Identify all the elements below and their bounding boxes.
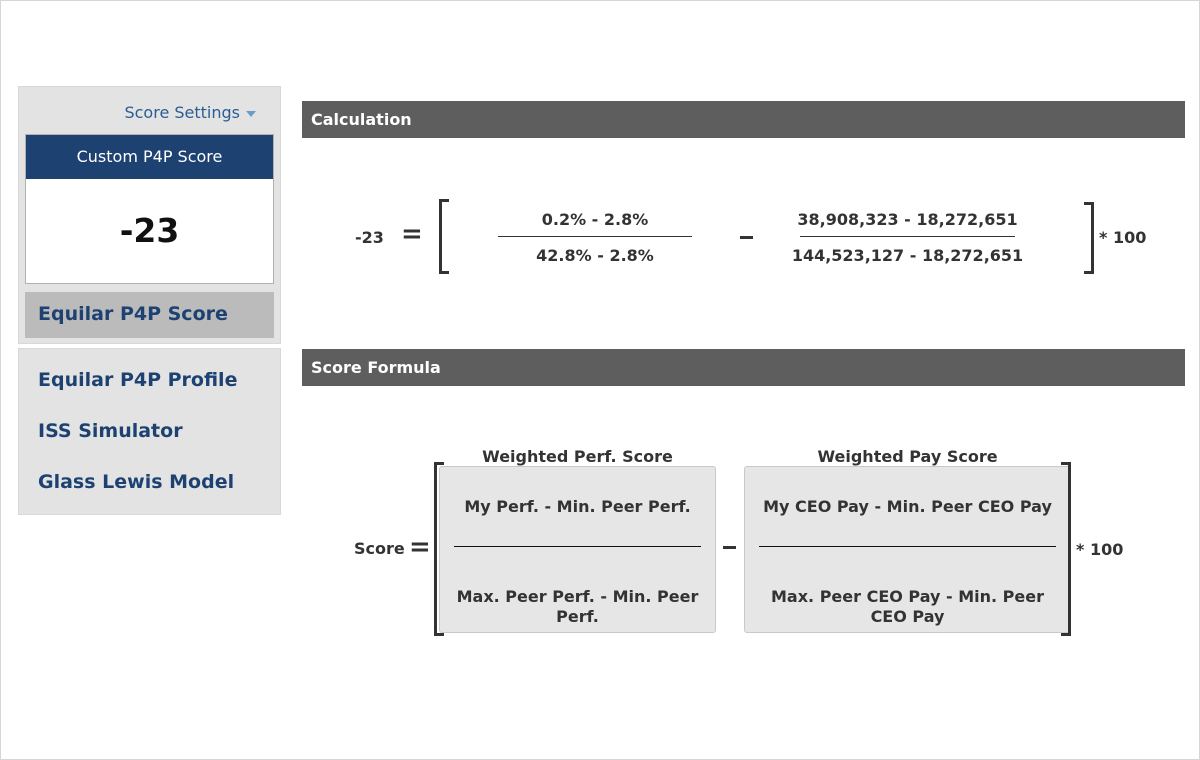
sidebar-score-panel: Score Settings Custom P4P Score -23 Equi… — [18, 86, 281, 344]
perf-denominator: Max. Peer Perf. - Min. Peer Perf. — [456, 587, 699, 626]
calc-perf-denominator: 42.8% - 2.8% — [536, 246, 654, 265]
weighted-pay-title: Weighted Pay Score — [817, 447, 998, 466]
calc-result: -23 — [355, 228, 384, 247]
formula-equals-sign: = — [409, 532, 431, 562]
right-bracket — [1084, 202, 1094, 274]
perf-numerator: My Perf. - Min. Peer Perf. — [464, 497, 691, 516]
score-settings-label[interactable]: Score Settings — [124, 103, 240, 122]
pay-denominator: Max. Peer CEO Pay - Min. Peer CEO Pay — [771, 587, 1044, 626]
formula-right-bracket — [1061, 462, 1071, 636]
chevron-down-icon[interactable] — [246, 110, 256, 117]
score-formula-header: Score Formula — [302, 349, 1185, 386]
nav-equilar-p4p-profile[interactable]: Equilar P4P Profile — [38, 369, 238, 391]
equilar-p4p-score-button[interactable]: Equilar P4P Score — [25, 292, 274, 338]
calc-perf-fraction-line — [498, 236, 692, 237]
formula-left-bracket — [434, 462, 444, 636]
custom-score-card: Custom P4P Score -23 — [25, 134, 274, 284]
nav-glass-lewis-model[interactable]: Glass Lewis Model — [38, 471, 235, 493]
pay-fraction-line — [759, 546, 1056, 547]
calc-multiplier: * 100 — [1099, 228, 1147, 247]
calc-minus-sign — [740, 236, 753, 239]
custom-score-title: Custom P4P Score — [26, 135, 273, 179]
calc-equals-sign: = — [401, 219, 423, 249]
calculation-header: Calculation — [302, 101, 1185, 138]
perf-fraction-line — [454, 546, 701, 547]
nav-iss-simulator[interactable]: ISS Simulator — [38, 420, 183, 442]
calc-perf-numerator: 0.2% - 2.8% — [541, 210, 649, 229]
weighted-pay-box: My CEO Pay - Min. Peer CEO Pay Max. Peer… — [744, 466, 1071, 633]
calc-pay-denominator: 144,523,127 - 18,272,651 — [791, 246, 1024, 265]
calc-pay-fraction-line — [800, 236, 1015, 237]
sidebar-nav: Equilar P4P Profile ISS Simulator Glass … — [18, 348, 281, 515]
left-bracket — [439, 199, 449, 274]
formula-score-label: Score — [354, 539, 405, 558]
calc-pay-numerator: 38,908,323 - 18,272,651 — [797, 210, 1018, 229]
calculation-equation: -23 = 0.2% - 2.8% 42.8% - 2.8% 38,908,32… — [302, 191, 1185, 281]
weighted-perf-box: My Perf. - Min. Peer Perf. Max. Peer Per… — [439, 466, 716, 633]
formula-multiplier: * 100 — [1076, 540, 1124, 559]
weighted-perf-title: Weighted Perf. Score — [482, 447, 673, 466]
score-settings-dropdown[interactable]: Score Settings — [124, 103, 256, 122]
pay-numerator: My CEO Pay - Min. Peer CEO Pay — [763, 497, 1052, 516]
formula-minus-sign — [723, 546, 736, 549]
custom-score-value: -23 — [119, 211, 180, 250]
